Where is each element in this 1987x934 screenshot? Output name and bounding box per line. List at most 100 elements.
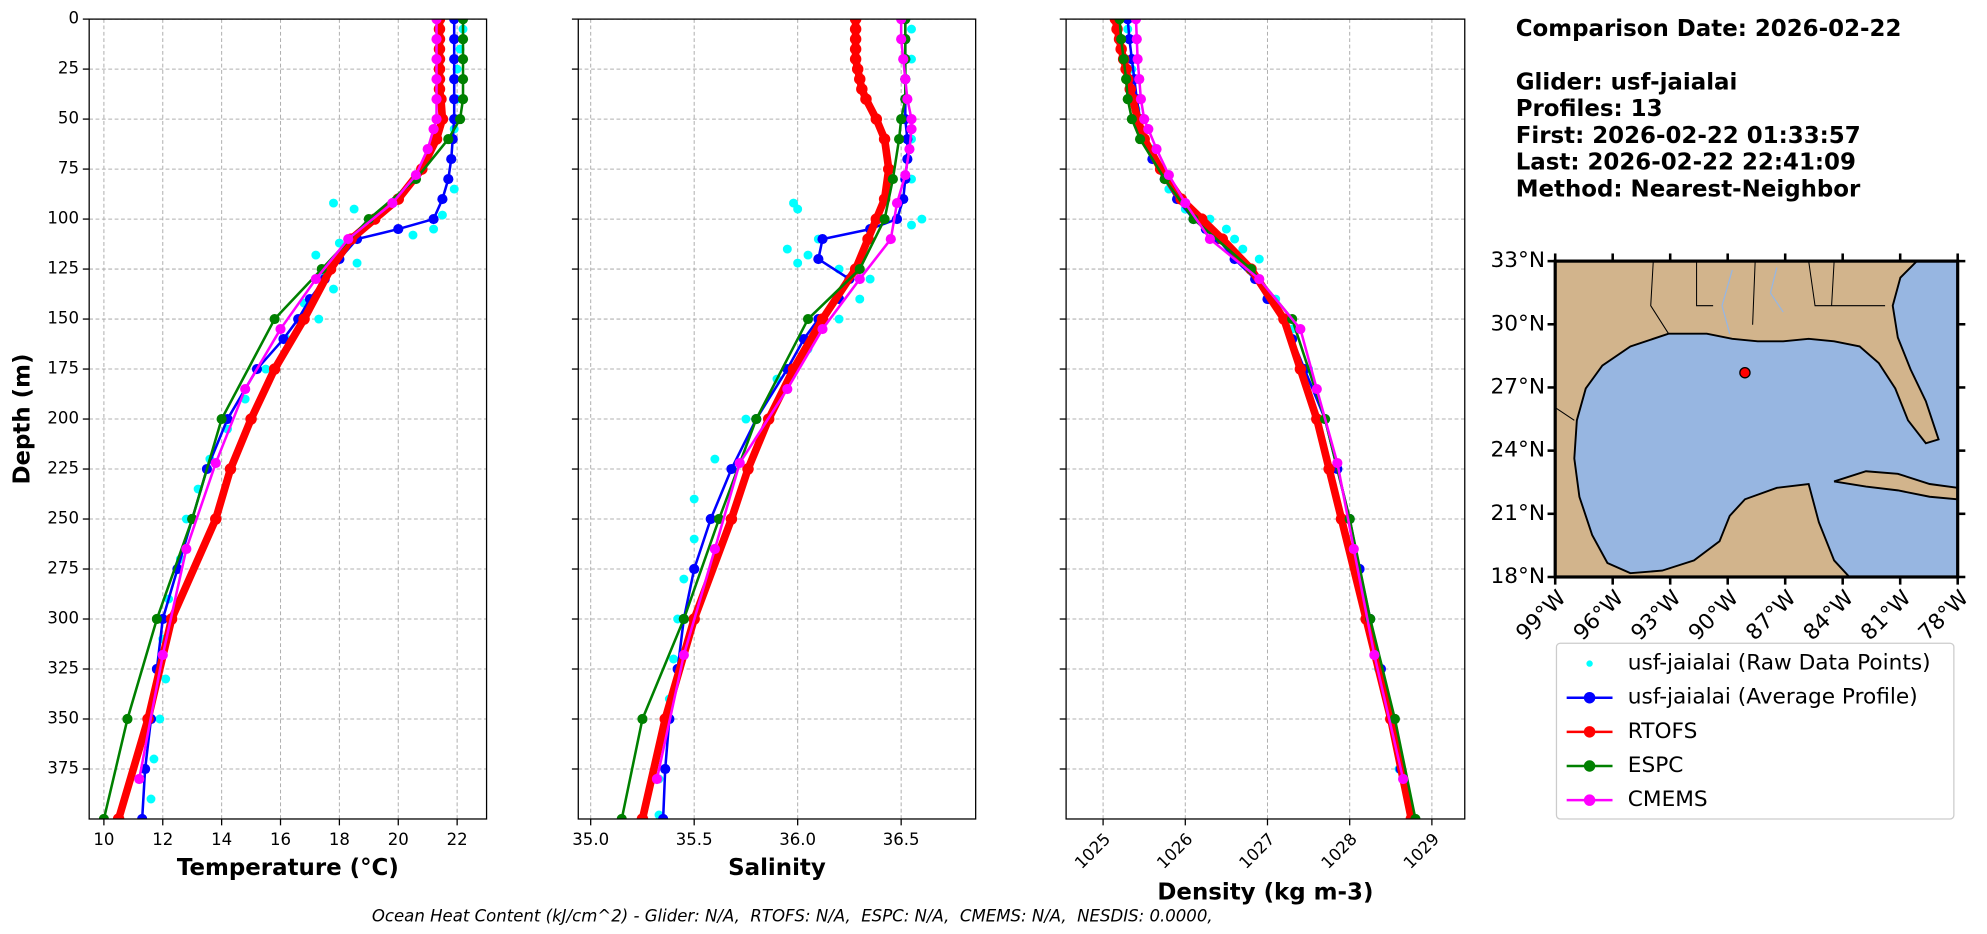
profile-marker xyxy=(816,313,829,325)
profile-marker xyxy=(269,313,280,325)
profile-marker xyxy=(431,74,442,85)
profile-marker xyxy=(726,463,737,475)
profile-marker xyxy=(742,463,754,475)
raw-point xyxy=(741,414,751,424)
profile-marker xyxy=(430,133,443,145)
x-tick-label: 20 xyxy=(388,830,409,849)
raw-point xyxy=(865,274,875,284)
lon-tick-label: 99°W xyxy=(1511,586,1571,646)
info-line: Last: 2026-02-22 22:41:09 xyxy=(1516,150,1856,176)
profile-marker xyxy=(689,563,700,575)
profile-marker xyxy=(900,169,911,181)
raw-point xyxy=(782,244,792,254)
profile-marker xyxy=(678,649,689,661)
raw-point xyxy=(349,204,359,214)
profile-marker xyxy=(1121,74,1132,85)
x-axis-label: Salinity xyxy=(728,855,826,881)
x-tick-label: 12 xyxy=(152,830,173,849)
profile-marker xyxy=(446,153,457,165)
raw-point xyxy=(710,454,720,464)
raw-point xyxy=(679,574,689,584)
profile-marker xyxy=(904,143,915,155)
profile-marker xyxy=(678,613,689,625)
legend-label: ESPC xyxy=(1628,753,1684,778)
profile-marker xyxy=(1131,34,1142,45)
profile-marker xyxy=(1180,197,1191,209)
borders xyxy=(1554,261,1886,421)
profile-marker xyxy=(393,223,404,235)
profile-marker xyxy=(817,233,828,245)
lon-tick-label: 90°W xyxy=(1684,586,1744,646)
profile-marker xyxy=(137,813,148,819)
profile-marker xyxy=(870,113,883,125)
profile-marker xyxy=(887,173,898,185)
x-tick-label: 36.5 xyxy=(883,830,920,849)
profile-line xyxy=(1118,19,1417,819)
profile-marker xyxy=(896,113,907,125)
lon-tick-label: 78°W xyxy=(1914,586,1974,646)
y-tick-label: 225 xyxy=(47,459,79,478)
profile-marker xyxy=(98,813,109,819)
profile-marker xyxy=(1332,457,1343,469)
profile-marker xyxy=(112,813,125,819)
lat-tick-label: 18°N xyxy=(1490,564,1545,589)
profile-marker xyxy=(660,763,671,775)
legend-label: CMEMS xyxy=(1628,787,1708,812)
lat-tick-label: 21°N xyxy=(1490,501,1545,526)
profile-marker xyxy=(449,34,460,45)
profile-line xyxy=(140,19,456,819)
profile-marker xyxy=(431,19,442,25)
profile-marker xyxy=(883,163,895,175)
profile-marker xyxy=(891,197,903,209)
profile-marker xyxy=(893,133,905,145)
lat-tick-label: 30°N xyxy=(1490,311,1545,336)
raw-point xyxy=(161,674,171,684)
y-tick-label: 50 xyxy=(58,109,79,128)
profile-marker xyxy=(870,213,883,225)
raw-point xyxy=(1238,244,1248,254)
profile-marker xyxy=(902,93,913,105)
x-tick-label: 1026 xyxy=(1153,829,1196,872)
profile-marker xyxy=(298,313,310,325)
raw-point xyxy=(408,230,418,240)
profile-marker xyxy=(431,34,442,45)
raw-point xyxy=(834,314,844,324)
lon-tick-label: 87°W xyxy=(1741,586,1801,646)
profile-marker xyxy=(1134,74,1145,85)
profile-marker xyxy=(906,113,917,125)
profile-marker xyxy=(437,193,448,205)
lat-tick-label: 33°N xyxy=(1490,248,1545,273)
profile-marker xyxy=(157,649,168,661)
y-axis-label: Depth (m) xyxy=(9,354,35,485)
y-tick-label: 75 xyxy=(58,159,79,178)
raw-point xyxy=(907,24,916,34)
profile-marker xyxy=(343,233,354,245)
profile-marker xyxy=(705,513,716,525)
profile-marker xyxy=(1204,233,1216,245)
y-tick-label: 0 xyxy=(68,9,79,28)
profile-marker xyxy=(898,54,909,65)
raw-point xyxy=(437,210,447,220)
raw-point xyxy=(669,654,678,664)
profile-marker xyxy=(709,543,720,555)
x-tick-label: 18 xyxy=(329,830,350,849)
y-tick-label: 175 xyxy=(47,359,79,378)
raw-point xyxy=(261,364,271,374)
raw-point xyxy=(1230,234,1240,244)
profile-marker xyxy=(849,43,862,55)
profile-marker xyxy=(431,54,442,65)
legend-box xyxy=(1555,642,1955,820)
profile-marker xyxy=(1143,123,1154,135)
profile-marker xyxy=(906,123,917,135)
y-tick-label: 250 xyxy=(47,509,79,528)
profile-marker xyxy=(457,93,469,105)
profile-marker xyxy=(216,413,227,425)
profile-marker xyxy=(1323,463,1335,475)
plot-area xyxy=(616,19,927,819)
raw-point xyxy=(1254,254,1264,264)
raw-point xyxy=(146,794,156,804)
profile-marker xyxy=(851,63,864,75)
profile-marker xyxy=(457,19,469,25)
y-tick-label: 25 xyxy=(58,59,79,78)
x-axis-label: Density (kg m-3) xyxy=(1157,879,1373,905)
